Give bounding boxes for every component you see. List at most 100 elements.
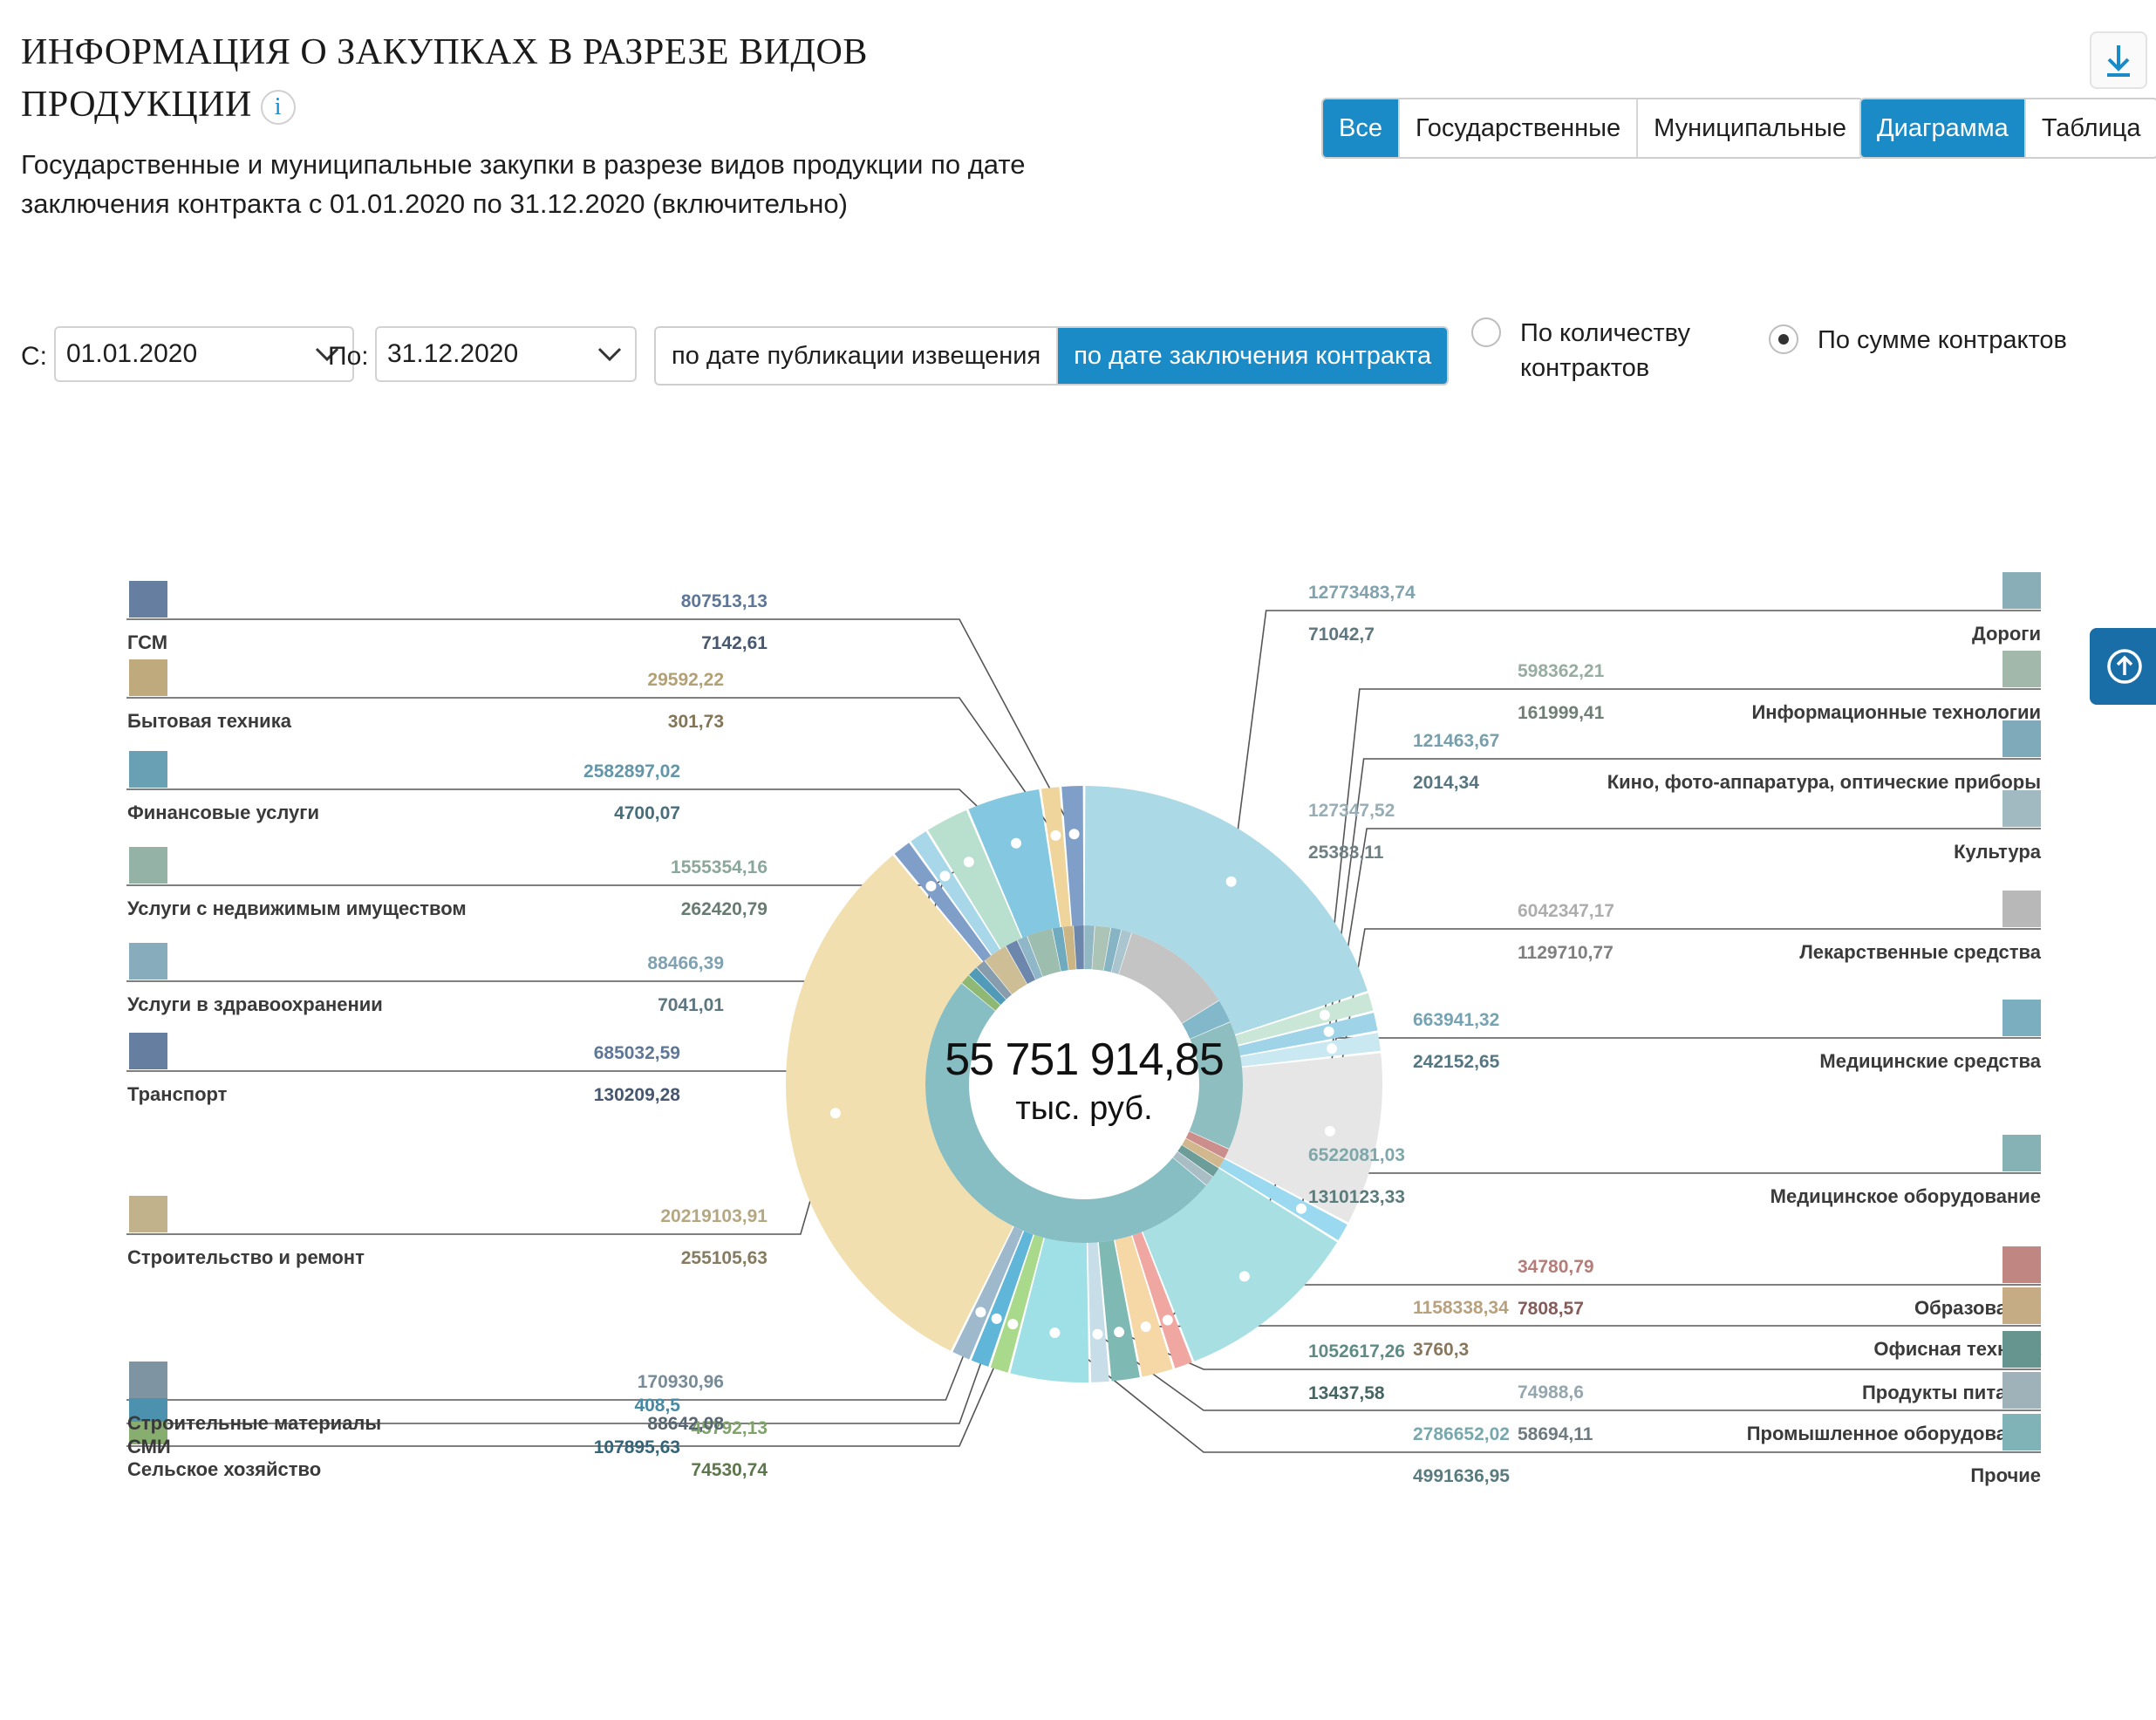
outer-slice-8[interactable]	[971, 1231, 1034, 1367]
leader-dot	[1238, 1271, 1250, 1282]
leader-line	[1230, 610, 2041, 882]
inner-slice-8[interactable]	[969, 967, 1006, 1006]
category-label: Бытовая техника	[127, 710, 292, 732]
value1-label: 34780,79	[1518, 1257, 1594, 1277]
download-icon	[2107, 45, 2130, 77]
radio-on-icon	[1769, 324, 1798, 354]
scope-all-button[interactable]: Все	[1323, 99, 1398, 157]
leader-line	[126, 618, 1075, 835]
from-date-select[interactable]: 01.01.2020	[54, 326, 354, 382]
heart-pulse-icon	[129, 943, 167, 979]
value1-label: 1555354,16	[671, 857, 768, 877]
outer-slice-18[interactable]	[1240, 1033, 1381, 1067]
inner-slice-14[interactable]	[1185, 1131, 1229, 1159]
leader-dot	[991, 1313, 1002, 1324]
date-mode-publication-button[interactable]: по дате публикации извещения	[672, 341, 1041, 370]
house-icon	[129, 847, 167, 884]
metric-sum-label: По сумме контрактов	[1818, 326, 2067, 354]
value1-label: 12773483,74	[1308, 583, 1416, 603]
outer-slice-16[interactable]	[1219, 1158, 1348, 1240]
inner-slice-4[interactable]	[1017, 936, 1043, 980]
leader-dot	[829, 1108, 841, 1119]
outer-slice-19[interactable]	[1238, 1013, 1378, 1056]
leader-line	[126, 861, 970, 886]
leader-dot	[939, 870, 951, 882]
inner-slice-2[interactable]	[1052, 926, 1068, 972]
inner-slice-20[interactable]	[1092, 925, 1111, 971]
info-icon[interactable]: i	[260, 90, 296, 126]
outer-slice-21[interactable]	[1084, 786, 1368, 1035]
inner-slice-21[interactable]	[1084, 925, 1095, 970]
inner-slice-5[interactable]	[1006, 940, 1036, 985]
inner-slice-3[interactable]	[1027, 928, 1061, 977]
outer-slice-15[interactable]	[1143, 1168, 1338, 1362]
value2-label: 262420,79	[681, 899, 768, 919]
date-mode-contract-button[interactable]: по дате заключения контракта	[1056, 328, 1448, 384]
outer-slice-5[interactable]	[894, 843, 992, 962]
category-label: Услуги в здравоохранении	[127, 993, 383, 1015]
calculator-icon	[129, 751, 167, 788]
scope-state-button[interactable]: Государственные	[1397, 99, 1636, 157]
outer-slice-20[interactable]	[1235, 993, 1374, 1046]
category-label: Промышленное оборудование	[1747, 1423, 2041, 1444]
chart-total: 55 751 914,85	[945, 1034, 1225, 1085]
outer-slice-13[interactable]	[1115, 1235, 1173, 1377]
inner-slice-15[interactable]	[1189, 1021, 1243, 1150]
outer-slice-1[interactable]	[1040, 787, 1071, 927]
scroll-top-button[interactable]	[2090, 628, 2156, 705]
from-date-value: 01.01.2020	[66, 339, 198, 368]
outer-slice-2[interactable]	[968, 788, 1061, 938]
leader-dot	[1068, 829, 1080, 840]
inner-slice-10[interactable]	[924, 983, 1206, 1244]
outer-slice-14[interactable]	[1132, 1232, 1192, 1368]
inner-slice-18[interactable]	[1111, 930, 1132, 975]
metric-count-radio[interactable]: По количеству контрактов	[1471, 316, 1733, 386]
inner-slice-9[interactable]	[961, 975, 1000, 1011]
download-button[interactable]	[2090, 31, 2147, 89]
view-table-button[interactable]: Таблица	[2023, 99, 2156, 157]
date-mode-switch: по дате публикации извещения по дате зак…	[654, 326, 1450, 386]
donut-hole	[972, 973, 1196, 1196]
inner-slice-16[interactable]	[1182, 1000, 1231, 1039]
outer-slice-12[interactable]	[1098, 1239, 1140, 1382]
outer-slice-17[interactable]	[1225, 1053, 1382, 1223]
inner-slice-7[interactable]	[976, 960, 1013, 1000]
to-date-select[interactable]: 31.12.2020	[375, 326, 637, 382]
inner-slice-1[interactable]	[1062, 925, 1076, 971]
outer-slice-10[interactable]	[1010, 1238, 1089, 1382]
scope-municipal-button[interactable]: Муниципальные	[1636, 99, 1862, 157]
view-diagram-button[interactable]: Диаграмма	[1861, 99, 2024, 157]
category-label: Культура	[1954, 841, 2042, 863]
inner-slice-12[interactable]	[1177, 1144, 1219, 1177]
value2-label: 130209,28	[594, 1085, 681, 1105]
value2-label: 255105,63	[681, 1248, 768, 1268]
inner-slice-17[interactable]	[1118, 932, 1219, 1024]
inner-slice-13[interactable]	[1182, 1138, 1225, 1168]
leader-dot	[1162, 1314, 1173, 1326]
category-label: Медицинское оборудование	[1771, 1185, 2041, 1207]
outer-slice-11[interactable]	[1088, 1242, 1109, 1382]
to-label: По:	[328, 342, 369, 371]
outer-slice-9[interactable]	[990, 1234, 1044, 1373]
outer-slice-0[interactable]	[1061, 786, 1084, 926]
value2-label: 13437,58	[1308, 1383, 1385, 1403]
inner-slice-19[interactable]	[1103, 927, 1122, 973]
outer-slice-3[interactable]	[927, 809, 1022, 949]
inner-slice-6[interactable]	[985, 946, 1027, 995]
inner-slice-0[interactable]	[1074, 925, 1084, 970]
leader-dot	[1225, 876, 1237, 887]
carrot-icon	[2002, 1331, 2041, 1368]
inner-slice-11[interactable]	[1172, 1151, 1213, 1185]
metric-sum-radio[interactable]: По сумме контрактов	[1769, 323, 2118, 358]
outer-slice-4[interactable]	[911, 831, 1000, 955]
value1-label: 2786652,02	[1413, 1424, 1510, 1444]
value2-label: 25383,11	[1308, 843, 1384, 863]
outer-slice-6[interactable]	[786, 855, 1013, 1351]
leader-dot	[975, 1307, 986, 1318]
value1-label: 20219103,91	[660, 1206, 768, 1226]
leader-dot	[1323, 1026, 1334, 1037]
outer-slice-7[interactable]	[952, 1226, 1023, 1360]
value2-label: 4700,07	[614, 803, 680, 823]
category-label: Услуги с недвижимым имуществом	[127, 898, 467, 919]
fuel-icon	[129, 581, 167, 618]
